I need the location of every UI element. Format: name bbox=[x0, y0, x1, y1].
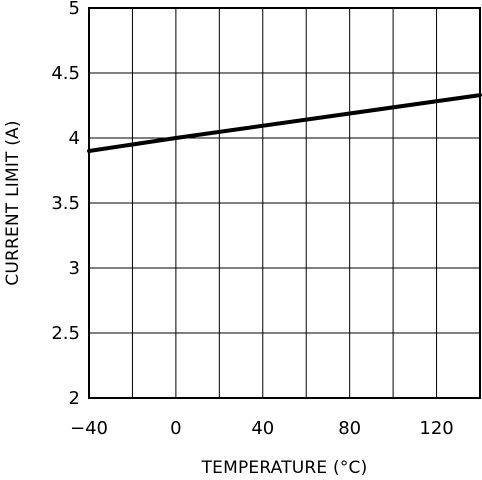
x-tick-label-2: 0 bbox=[170, 418, 181, 439]
y-tick-label-1: 2.5 bbox=[51, 323, 80, 344]
current-limit-line bbox=[87, 93, 482, 153]
y-tick-label-4: 4 bbox=[69, 128, 80, 149]
x-tick-label-0: −40 bbox=[70, 418, 108, 439]
x-tick-label-4: 40 bbox=[251, 418, 274, 439]
grid-lines bbox=[88, 7, 481, 399]
y-tick-label-0: 2 bbox=[69, 388, 80, 409]
x-tick-label-6: 80 bbox=[338, 418, 361, 439]
x-tick-label-8: 120 bbox=[419, 418, 453, 439]
plot-frame bbox=[88, 7, 481, 399]
y-tick-label-2: 3 bbox=[69, 258, 80, 279]
y-tick-label-5: 4.5 bbox=[51, 63, 80, 84]
x-tick-labels: −40 0 40 80 120 bbox=[70, 418, 454, 439]
y-axis-title: CURRENT LIMIT (A) bbox=[3, 120, 23, 285]
y-tick-label-6: 5 bbox=[69, 0, 80, 19]
x-axis-title: TEMPERATURE (°C) bbox=[201, 458, 368, 478]
y-tick-labels: 2 2.5 3 3.5 4 4.5 5 bbox=[51, 0, 80, 409]
y-tick-label-3: 3.5 bbox=[51, 193, 80, 214]
